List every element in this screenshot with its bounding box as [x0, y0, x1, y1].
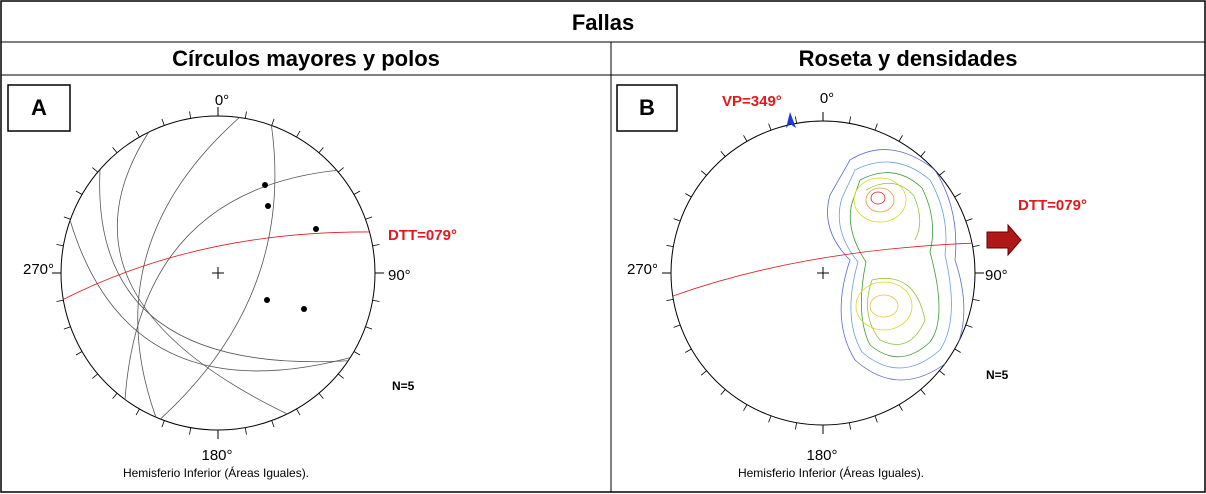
direction: 90°: [388, 267, 411, 284]
tick: [898, 404, 903, 411]
tick: [372, 244, 380, 247]
n-label: N=5: [392, 379, 415, 393]
dtt-label: DTT=079°: [388, 227, 457, 244]
dtt-label: DTT=079°: [1018, 197, 1087, 214]
header: Roseta y densidades: [799, 46, 1018, 71]
direction: 180°: [201, 447, 232, 464]
tick: [685, 193, 692, 198]
red-line: [61, 231, 375, 301]
tick: [874, 415, 878, 423]
tick: [794, 116, 797, 124]
tick: [743, 404, 748, 411]
poles: [262, 182, 319, 312]
tick: [673, 218, 681, 222]
tick: [939, 370, 946, 376]
direction: 180°: [806, 447, 837, 464]
direction: 270°: [627, 261, 658, 278]
ticks: [52, 107, 984, 439]
panel-label: A: [31, 95, 47, 120]
tick: [939, 170, 946, 176]
tick: [920, 150, 926, 157]
tick: [965, 324, 973, 328]
tick: [768, 415, 772, 423]
tick: [666, 244, 674, 247]
direction: 0°: [820, 90, 834, 107]
tick: [92, 373, 98, 379]
tick: [296, 130, 301, 138]
tick: [743, 135, 748, 142]
tick: [685, 348, 692, 353]
tick: [75, 351, 83, 356]
tick: [112, 393, 118, 399]
great-circles: [69, 116, 361, 430]
tick: [271, 420, 275, 428]
tick: [673, 324, 681, 328]
tick: [700, 170, 707, 176]
direction: 90°: [985, 267, 1008, 284]
tick: [161, 420, 165, 428]
tick: [898, 135, 903, 142]
tick: [112, 147, 118, 153]
header: Círculos mayores y polos: [172, 46, 440, 71]
tick: [849, 116, 852, 124]
tick: [794, 422, 797, 430]
tick: [338, 167, 344, 173]
tick: [365, 216, 373, 220]
tick: [338, 373, 344, 379]
tick: [244, 111, 247, 119]
panel-label: B: [639, 95, 655, 120]
direction: 0°: [215, 92, 229, 109]
center-cross: [817, 267, 829, 279]
n-label: N=5: [986, 368, 1009, 382]
label-box: [616, 84, 678, 132]
caption: Hemisferio Inferior (Áreas Iguales).: [123, 465, 309, 480]
tick: [189, 427, 192, 435]
tick: [189, 111, 192, 119]
tick: [271, 118, 275, 126]
tick: [874, 123, 878, 131]
tick: [296, 408, 301, 416]
tick: [972, 244, 980, 247]
caption: Hemisferio Inferior (Áreas Iguales).: [738, 465, 924, 480]
tick: [372, 299, 380, 302]
tick: [56, 244, 64, 247]
label-box: [7, 84, 71, 132]
direction: 270°: [23, 261, 54, 278]
tick: [135, 408, 140, 416]
tick: [75, 190, 83, 195]
tick: [244, 427, 247, 435]
tick: [353, 190, 361, 195]
dtt-arrow: [986, 223, 1022, 257]
vp-label: VP=349°: [722, 93, 782, 110]
tick: [63, 216, 71, 220]
tick: [972, 299, 980, 302]
tick: [161, 118, 165, 126]
tick: [318, 147, 324, 153]
tick: [666, 299, 674, 302]
tick: [318, 393, 324, 399]
tick: [365, 326, 373, 330]
tick: [135, 130, 140, 138]
density-contours: [827, 149, 965, 381]
red-line: [671, 242, 975, 298]
tick: [768, 123, 772, 131]
tick: [965, 218, 973, 222]
tick: [700, 370, 707, 376]
vp-arrow: [786, 112, 796, 128]
tick: [56, 299, 64, 302]
tick: [720, 389, 726, 396]
center-cross: [212, 267, 224, 279]
tick: [849, 422, 852, 430]
title: Fallas: [572, 10, 634, 35]
tick: [954, 193, 961, 198]
tick: [720, 150, 726, 157]
tick: [92, 167, 98, 173]
tick: [353, 351, 361, 356]
tick: [920, 389, 926, 396]
tick: [954, 348, 961, 353]
tick: [63, 326, 71, 330]
